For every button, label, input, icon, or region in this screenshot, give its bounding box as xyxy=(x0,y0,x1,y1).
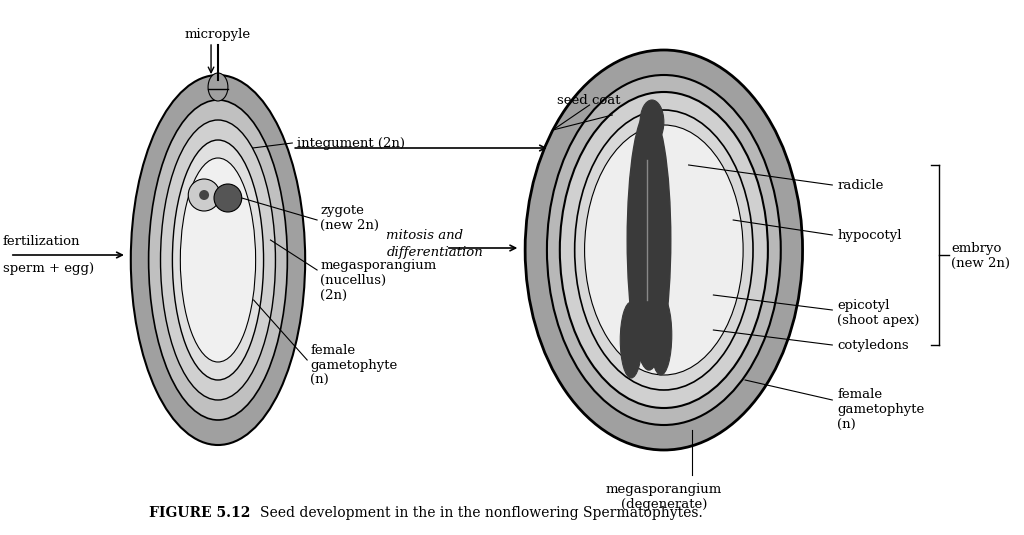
Text: radicle: radicle xyxy=(838,179,884,192)
Text: differentiation: differentiation xyxy=(386,246,483,258)
Ellipse shape xyxy=(560,92,768,408)
Ellipse shape xyxy=(131,75,305,445)
Text: micropyle: micropyle xyxy=(185,28,251,41)
Text: (shoot apex): (shoot apex) xyxy=(838,314,920,326)
Text: mitosis and: mitosis and xyxy=(386,228,464,241)
Ellipse shape xyxy=(585,125,743,375)
Ellipse shape xyxy=(621,302,642,378)
Text: (2n): (2n) xyxy=(321,288,347,302)
Text: megasporangium: megasporangium xyxy=(606,483,722,496)
Text: (new 2n): (new 2n) xyxy=(321,218,379,232)
Ellipse shape xyxy=(547,75,780,425)
Circle shape xyxy=(188,179,220,211)
Ellipse shape xyxy=(148,100,288,420)
Text: embryo: embryo xyxy=(951,241,1001,255)
Text: Seed development in the in the nonflowering Spermatophytes.: Seed development in the in the nonflower… xyxy=(260,506,702,520)
Text: cotyledons: cotyledons xyxy=(838,339,909,351)
Text: gametophyte: gametophyte xyxy=(310,358,397,371)
Text: (n): (n) xyxy=(310,373,329,386)
Ellipse shape xyxy=(525,50,803,450)
Text: (n): (n) xyxy=(838,418,856,432)
Ellipse shape xyxy=(161,120,275,400)
Ellipse shape xyxy=(640,100,664,144)
Text: female: female xyxy=(838,388,883,401)
Circle shape xyxy=(199,190,209,200)
Ellipse shape xyxy=(574,110,753,390)
Ellipse shape xyxy=(172,140,263,380)
Text: (nucellus): (nucellus) xyxy=(321,273,386,287)
Circle shape xyxy=(214,184,242,212)
Text: integument (2n): integument (2n) xyxy=(297,136,406,149)
Text: seed coat: seed coat xyxy=(557,94,621,106)
Text: fertilization: fertilization xyxy=(3,235,81,248)
Text: megasporangium: megasporangium xyxy=(321,258,436,271)
Text: (new 2n): (new 2n) xyxy=(951,256,1011,270)
Ellipse shape xyxy=(208,73,228,101)
Text: hypocotyl: hypocotyl xyxy=(838,228,902,241)
Ellipse shape xyxy=(650,295,672,375)
Text: zygote: zygote xyxy=(321,203,364,217)
Text: sperm + egg): sperm + egg) xyxy=(3,262,94,275)
Text: (degenerate): (degenerate) xyxy=(621,498,707,511)
Text: gametophyte: gametophyte xyxy=(838,403,925,417)
Ellipse shape xyxy=(180,158,256,362)
Text: female: female xyxy=(310,343,355,356)
Ellipse shape xyxy=(627,110,671,370)
Text: FIGURE 5.12: FIGURE 5.12 xyxy=(148,506,250,520)
Text: epicotyl: epicotyl xyxy=(838,299,890,311)
